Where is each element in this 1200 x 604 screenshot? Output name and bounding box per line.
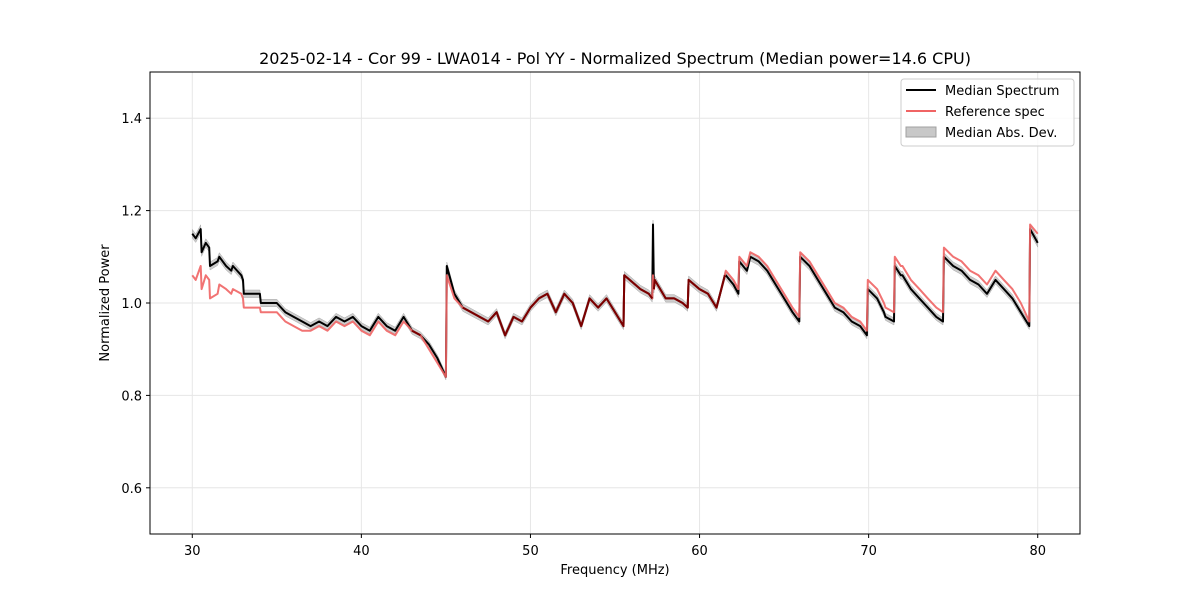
x-tick-label: 40 bbox=[353, 544, 370, 559]
legend-box bbox=[900, 78, 1075, 147]
legend-swatch-mad bbox=[905, 126, 937, 138]
overlap-line-segment bbox=[411, 329, 421, 337]
chart-title: 2025-02-14 - Cor 99 - LWA014 - Pol YY - … bbox=[259, 49, 971, 68]
median-abs-dev-band-layer bbox=[192, 220, 1038, 381]
y-tick-label: 1.0 bbox=[121, 297, 142, 312]
y-tick-label: 0.8 bbox=[121, 389, 142, 404]
axis-ticks: 30 40 50 60 70 80 0.6 0.8 1.0 1.2 1.4 bbox=[121, 112, 1046, 559]
series-layer bbox=[191, 223, 1039, 378]
legend-label-median: Median Spectrum bbox=[945, 84, 1059, 99]
overlap-line-segment bbox=[462, 274, 654, 337]
median-spectrum-line bbox=[191, 223, 1039, 378]
x-tick-label: 30 bbox=[184, 544, 201, 559]
x-tick-label: 80 bbox=[1029, 544, 1046, 559]
y-tick-label: 1.4 bbox=[121, 112, 142, 127]
median-abs-dev-band bbox=[192, 220, 1038, 381]
y-tick-label: 0.6 bbox=[121, 482, 142, 497]
x-axis-label: Frequency (MHz) bbox=[560, 563, 669, 578]
plot-area: 30 40 50 60 70 80 0.6 0.8 1.0 1.2 1.4 bbox=[121, 71, 1081, 559]
y-axis-label: Normalized Power bbox=[98, 244, 113, 362]
x-tick-label: 60 bbox=[691, 544, 708, 559]
x-tick-label: 70 bbox=[860, 544, 877, 559]
legend: Median Spectrum Reference spec Median Ab… bbox=[900, 78, 1075, 147]
reference-spec-line bbox=[191, 223, 1039, 378]
x-tick-label: 50 bbox=[522, 544, 539, 559]
legend-label-reference: Reference spec bbox=[945, 105, 1045, 120]
y-tick-label: 1.2 bbox=[121, 205, 142, 220]
overlap-line-segment bbox=[652, 275, 726, 309]
legend-label-mad: Median Abs. Dev. bbox=[945, 126, 1057, 141]
